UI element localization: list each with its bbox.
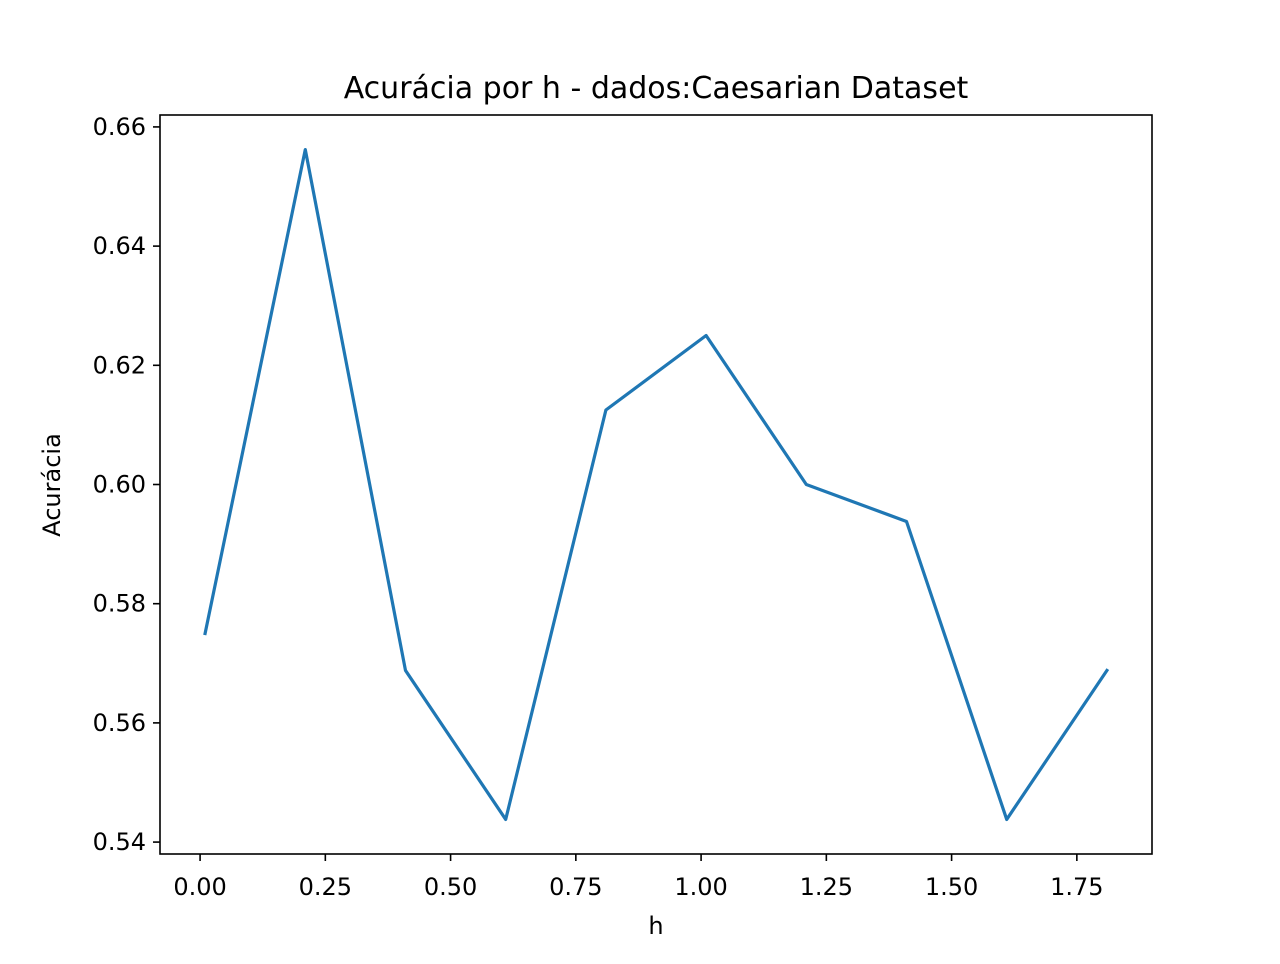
series-line — [203, 147, 1110, 822]
y-tick-label: 0.60 — [93, 471, 146, 499]
x-tick-label: 1.75 — [1050, 873, 1103, 901]
x-tick-label: 1.50 — [925, 873, 978, 901]
y-axis-label: Acurácia — [38, 433, 66, 537]
x-tick-label: 0.50 — [424, 873, 477, 901]
y-tick-label: 0.58 — [93, 590, 146, 618]
x-tick-label: 0.75 — [549, 873, 602, 901]
y-axis-ticks: 0.54 0.56 0.58 0.60 0.62 0.64 0.66 — [93, 113, 160, 856]
x-tick-label: 0.00 — [173, 873, 226, 901]
x-tick-label: 0.25 — [299, 873, 352, 901]
axes-frame — [159, 114, 1153, 855]
y-tick-label: 0.66 — [93, 113, 146, 141]
y-tick-label: 0.56 — [93, 709, 146, 737]
x-tick-label: 1.00 — [674, 873, 727, 901]
x-axis-ticks: 0.00 0.25 0.50 0.75 1.00 1.25 1.50 1.75 — [173, 854, 1104, 901]
x-axis-label: h — [648, 912, 663, 940]
y-tick-label: 0.64 — [93, 232, 146, 260]
plot-area — [203, 147, 1110, 822]
y-tick-label: 0.62 — [93, 351, 146, 379]
chart-title: Acurácia por h - dados:Caesarian Dataset — [344, 71, 969, 106]
y-tick-label: 0.54 — [93, 828, 146, 856]
x-tick-label: 1.25 — [800, 873, 853, 901]
